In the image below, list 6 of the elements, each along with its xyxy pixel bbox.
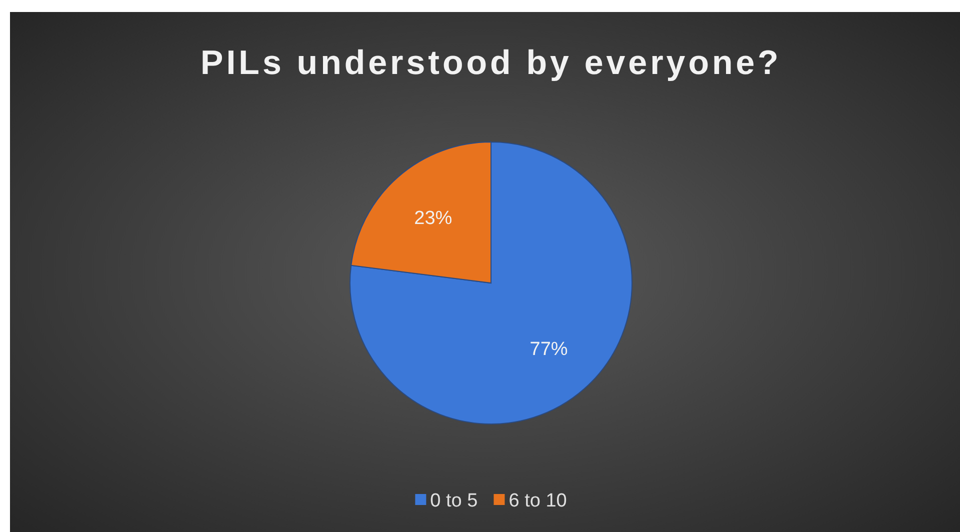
chart-title: PILs understood by everyone? [200, 44, 782, 82]
data-label: 23% [414, 208, 452, 230]
data-label: 77% [530, 339, 568, 360]
pie-slice [350, 142, 632, 424]
legend-label: 6 to 10 [508, 490, 567, 512]
slice-label: 0 to 5 [430, 490, 478, 512]
